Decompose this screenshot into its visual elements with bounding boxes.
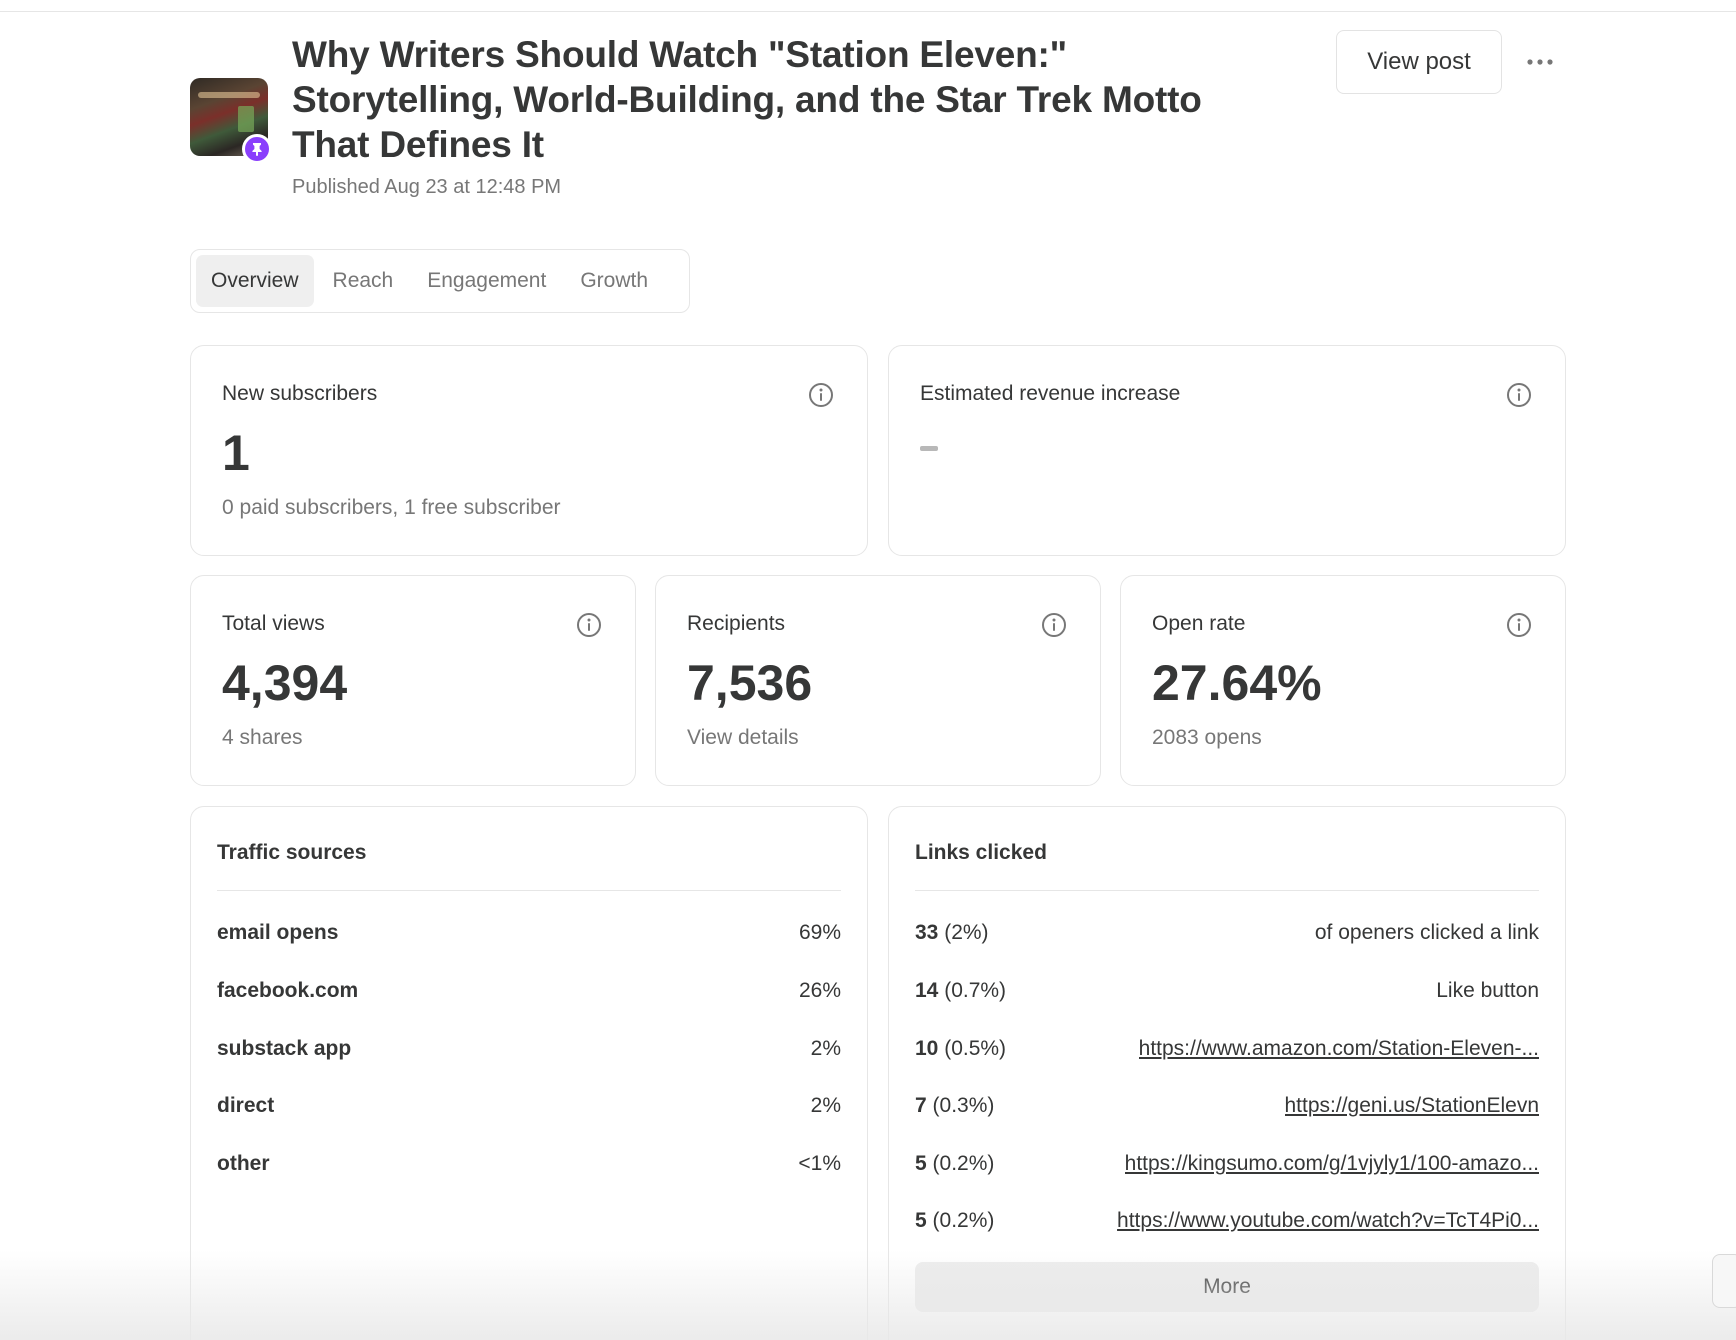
traffic-row: facebook.com 26% xyxy=(217,976,841,1006)
scroll-handle[interactable] xyxy=(1712,1254,1736,1308)
traffic-percent: <1% xyxy=(798,1152,841,1175)
stat-subtext: 2083 opens xyxy=(1152,726,1262,749)
info-icon[interactable] xyxy=(1506,382,1532,408)
card-label: Estimated revenue increase xyxy=(920,382,1181,405)
traffic-source: email opens xyxy=(217,921,339,944)
traffic-source: substack app xyxy=(217,1037,352,1060)
click-count: 7 xyxy=(915,1094,927,1117)
traffic-percent: 69% xyxy=(798,921,841,944)
link-row: 7 (0.3%) https://geni.us/StationElevn xyxy=(915,1091,1539,1121)
click-count: 10 xyxy=(915,1037,939,1060)
card-label: Recipients xyxy=(687,612,786,635)
clicked-link[interactable]: https://www.amazon.com/Station-Eleven-..… xyxy=(1138,1037,1539,1060)
traffic-percent: 2% xyxy=(810,1094,841,1117)
open-rate-card: Open rate 27.64% 2083 opens xyxy=(1120,575,1566,786)
link-row: 10 (0.5%) https://www.amazon.com/Station… xyxy=(915,1034,1539,1064)
click-percent: (0.7%) xyxy=(944,979,1007,1002)
pin-icon xyxy=(242,134,272,164)
like-button-label: Like button xyxy=(1436,979,1539,1002)
tab-overview[interactable]: Overview xyxy=(196,255,314,307)
stats-tabs: Overview Reach Engagement Growth xyxy=(190,249,690,313)
info-icon[interactable] xyxy=(1041,612,1067,638)
stat-value: 7,536 xyxy=(687,655,813,711)
click-count: 33 xyxy=(915,921,939,944)
stat-value: 27.64% xyxy=(1152,655,1322,711)
post-title: Why Writers Should Watch "Station Eleven… xyxy=(292,34,1202,165)
card-divider xyxy=(915,890,1539,891)
more-links-button[interactable]: More xyxy=(915,1262,1539,1312)
tab-engagement[interactable]: Engagement xyxy=(427,269,547,292)
traffic-row: other <1% xyxy=(217,1149,841,1179)
card-divider xyxy=(217,890,841,891)
more-horizontal-icon[interactable] xyxy=(1522,44,1558,80)
recipients-card: Recipients 7,536 View details xyxy=(655,575,1101,786)
stat-value: 1 xyxy=(222,425,250,481)
traffic-source: other xyxy=(217,1152,270,1175)
card-title: Links clicked xyxy=(915,841,1047,864)
click-count: 14 xyxy=(915,979,939,1002)
tab-growth[interactable]: Growth xyxy=(580,269,649,292)
traffic-sources-card: Traffic sources email opens 69% facebook… xyxy=(190,806,868,1340)
link-row: 5 (0.2%) https://www.youtube.com/watch?v… xyxy=(915,1206,1539,1236)
clicked-link[interactable]: https://geni.us/StationElevn xyxy=(1284,1094,1540,1117)
tab-reach[interactable]: Reach xyxy=(332,269,394,292)
openers-clicked-label: of openers clicked a link xyxy=(1314,921,1539,944)
info-icon[interactable] xyxy=(576,612,602,638)
traffic-row: substack app 2% xyxy=(217,1034,841,1064)
post-thumbnail xyxy=(190,78,272,164)
stat-subtext: 0 paid subscribers, 1 free subscriber xyxy=(222,496,561,519)
info-icon[interactable] xyxy=(808,382,834,408)
card-title: Traffic sources xyxy=(217,841,367,864)
published-date: Published Aug 23 at 12:48 PM xyxy=(292,176,562,198)
traffic-row: direct 2% xyxy=(217,1091,841,1121)
card-label: Total views xyxy=(222,612,325,635)
click-count: 5 xyxy=(915,1152,927,1175)
click-percent: (2%) xyxy=(944,921,989,944)
click-percent: (0.3%) xyxy=(932,1094,995,1117)
revenue-card: Estimated revenue increase - xyxy=(888,345,1566,556)
info-icon[interactable] xyxy=(1506,612,1532,638)
traffic-percent: 2% xyxy=(810,1037,841,1060)
traffic-source: facebook.com xyxy=(217,979,359,1002)
link-row: 5 (0.2%) https://kingsumo.com/g/1vjyly1/… xyxy=(915,1149,1539,1179)
link-row: 33 (2%) of openers clicked a link xyxy=(915,918,1539,948)
view-details-link[interactable]: View details xyxy=(687,726,799,749)
links-clicked-card: Links clicked 33 (2%) of openers clicked… xyxy=(888,806,1566,1340)
total-views-card: Total views 4,394 4 shares xyxy=(190,575,636,786)
click-percent: (0.2%) xyxy=(932,1152,995,1175)
link-row: 14 (0.7%) Like button xyxy=(915,976,1539,1006)
view-post-button[interactable]: View post xyxy=(1336,30,1502,94)
clicked-link[interactable]: https://kingsumo.com/g/1vjyly1/100-amazo… xyxy=(1124,1152,1539,1175)
clicked-link[interactable]: https://www.youtube.com/watch?v=TcT4Pi0.… xyxy=(1117,1209,1539,1232)
card-label: New subscribers xyxy=(222,382,378,405)
top-divider xyxy=(0,11,1736,12)
traffic-percent: 26% xyxy=(798,979,841,1002)
empty-value-dash: - xyxy=(920,446,938,451)
new-subscribers-card: New subscribers 1 0 paid subscribers, 1 … xyxy=(190,345,868,556)
stat-subtext: 4 shares xyxy=(222,726,303,749)
traffic-source: direct xyxy=(217,1094,275,1117)
card-label: Open rate xyxy=(1152,612,1246,635)
stat-value: 4,394 xyxy=(222,655,348,711)
traffic-row: email opens 69% xyxy=(217,918,841,948)
click-percent: (0.5%) xyxy=(944,1037,1007,1060)
click-percent: (0.2%) xyxy=(932,1209,995,1232)
click-count: 5 xyxy=(915,1209,927,1232)
